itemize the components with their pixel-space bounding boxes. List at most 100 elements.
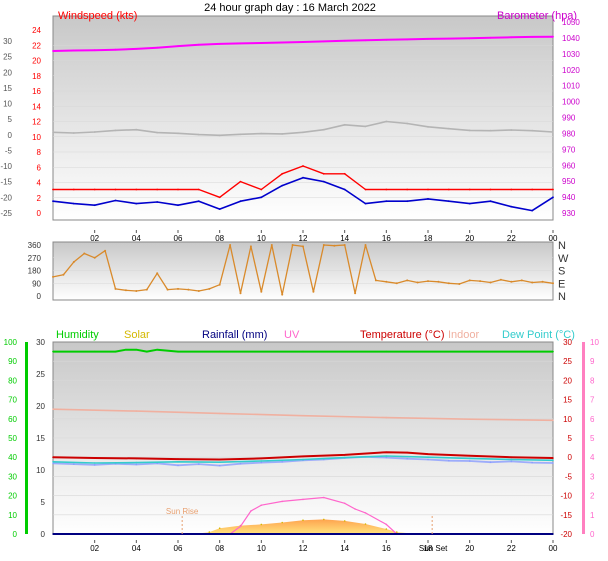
winddir-point <box>291 244 294 246</box>
grey-point <box>302 131 304 134</box>
windspeed-point <box>239 180 242 183</box>
x-tick-label: 22 <box>507 234 516 243</box>
barometer-tick-label: 940 <box>562 193 576 202</box>
barometer-point <box>322 40 325 43</box>
winddir-point <box>437 280 440 283</box>
temperature-tick-label: 25 <box>563 357 572 366</box>
windspeed-tick-label: 20 <box>32 57 41 66</box>
winddir-point <box>62 273 65 276</box>
barometer-tick-label: 1010 <box>562 82 580 91</box>
uv-tick-label: 6 <box>590 415 595 424</box>
blue_lower-point <box>427 458 429 461</box>
winddir-point <box>395 282 398 285</box>
blue_lower-point <box>552 462 554 464</box>
blue_lower-point <box>93 464 96 466</box>
windspeed-point <box>489 188 492 191</box>
uv-tick-label: 3 <box>590 472 595 481</box>
windspeed-tick-label: 6 <box>37 163 42 172</box>
rainfall-tick-label: 0 <box>41 530 46 539</box>
humidity-point <box>146 350 148 353</box>
barometer-tick-label: 1040 <box>562 34 580 43</box>
grey-point <box>468 129 471 132</box>
barometer-point <box>302 41 304 43</box>
barometer-point <box>156 46 159 49</box>
compass-label: E <box>558 278 565 290</box>
blue_lower-point <box>489 461 492 464</box>
x-tick-label: 00 <box>549 234 558 243</box>
wind-x-axis: 02 04 06 08 10 12 14 16 18 20 22 00 <box>90 230 558 243</box>
barometer-point <box>447 37 450 40</box>
outer-tick-label: -25 <box>0 209 12 218</box>
windspeed-axis-title: Windspeed (kts) <box>58 10 137 22</box>
winddir-point <box>406 279 409 282</box>
x-tick-label: 02 <box>90 544 99 553</box>
gust_blue-point <box>489 200 492 203</box>
windspeed-point <box>447 188 450 191</box>
solar-point <box>385 528 388 530</box>
barometer-tick-label: 990 <box>562 114 576 123</box>
winddir-point <box>447 282 450 285</box>
outer-tick-label: -10 <box>0 162 12 171</box>
humidity-point <box>302 350 304 353</box>
humidity-tick-label: 40 <box>8 453 17 462</box>
temperature-point <box>302 455 304 458</box>
winddir-point <box>124 289 127 292</box>
legend: Humidity Solar Rainfall (mm) UV Temperature … <box>56 329 575 341</box>
temperature-point <box>260 457 263 460</box>
grey-point <box>197 133 200 136</box>
outer-tick-label: -5 <box>5 146 13 155</box>
barometer-point <box>52 50 54 52</box>
grey-point <box>385 120 388 123</box>
windspeed-point <box>260 188 263 191</box>
temperature-tick-label: -20 <box>560 530 572 539</box>
uv-tick-label: 2 <box>590 492 595 501</box>
temperature-point <box>406 451 409 454</box>
blue_lower-point <box>260 461 263 464</box>
indoor-point <box>302 414 304 417</box>
grey-point <box>427 125 429 128</box>
humidity-tick-label: 20 <box>8 492 17 501</box>
dewpoint-point <box>218 461 221 464</box>
temperature-tick-label: -15 <box>560 511 572 520</box>
barometer-point <box>135 48 138 50</box>
barometer-point <box>343 39 346 42</box>
solar-point <box>260 523 263 526</box>
temperature-tick-label: 15 <box>563 396 572 405</box>
humidity-point <box>93 350 96 353</box>
uv-axis-bar <box>582 342 585 534</box>
gust_blue-point <box>52 200 54 203</box>
blue_lower-point <box>531 461 533 464</box>
grey-point <box>489 129 492 132</box>
temperature-point <box>510 456 513 459</box>
winddir-point <box>531 281 534 284</box>
uv-tick-label: 10 <box>590 338 599 347</box>
gust_blue-point <box>406 200 409 203</box>
x-tick-label: 06 <box>174 234 183 243</box>
grey-point <box>531 129 534 132</box>
windspeed-point <box>322 172 325 175</box>
x-tick-label: 18 <box>424 544 433 553</box>
x-tick-label: 00 <box>549 544 558 553</box>
uv-tick-label: 0 <box>590 530 595 539</box>
uv-point <box>260 504 263 507</box>
temperature-point <box>93 457 96 459</box>
winddir-point <box>72 261 75 263</box>
gust_blue-point <box>177 204 179 207</box>
uv-tick-label: 7 <box>590 396 595 405</box>
barometer-point <box>281 41 284 44</box>
humidity-point <box>468 350 471 353</box>
barometer-point <box>531 36 534 38</box>
barometer-point <box>197 43 200 46</box>
humidity-point <box>114 350 117 353</box>
winddir-point <box>281 293 284 296</box>
outer-tick-label: 25 <box>3 53 12 62</box>
rainfall-tick-label: 30 <box>36 338 45 347</box>
blue_lower-point <box>281 461 284 463</box>
barometer-point <box>177 45 179 47</box>
barometer-point <box>468 37 471 40</box>
windspeed-point <box>531 188 534 191</box>
gust_blue-point <box>114 199 117 202</box>
x-tick-label: 14 <box>340 234 349 243</box>
